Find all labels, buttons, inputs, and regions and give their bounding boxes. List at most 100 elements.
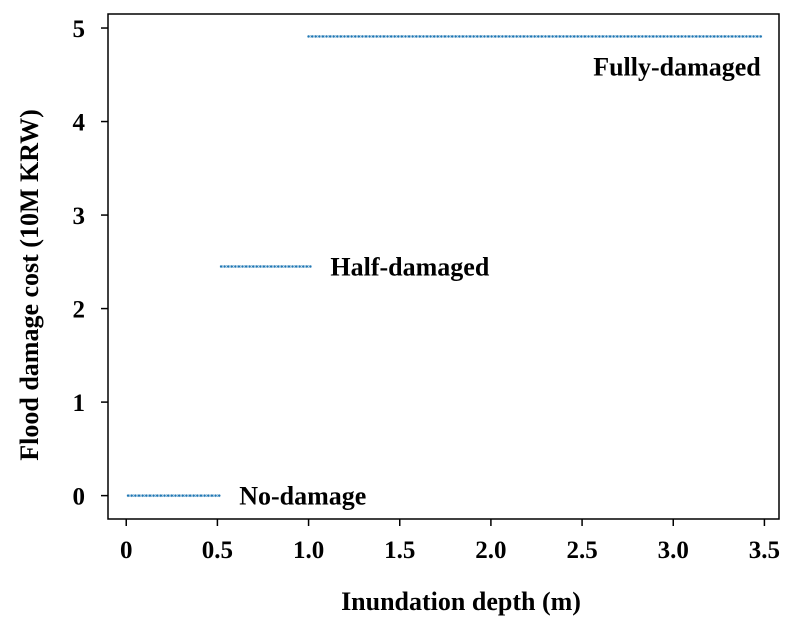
data-point <box>525 34 530 39</box>
data-point <box>436 34 440 39</box>
data-point <box>759 34 763 39</box>
data-point <box>357 34 361 39</box>
data-point <box>665 34 670 39</box>
data-point <box>726 34 731 39</box>
data-point <box>144 493 149 498</box>
data-point <box>636 34 641 39</box>
data-point <box>148 493 152 498</box>
x-tick-label: 0.5 <box>202 537 233 564</box>
data-point <box>593 34 598 39</box>
data-point <box>453 34 458 39</box>
y-tick-label: 3 <box>73 203 86 230</box>
data-point <box>504 34 508 39</box>
data-point <box>226 264 230 269</box>
data-point <box>159 493 163 498</box>
data-point <box>382 34 386 39</box>
data-point <box>346 34 350 39</box>
data-point <box>170 493 174 498</box>
data-point <box>287 264 291 269</box>
data-point <box>543 34 548 39</box>
data-point <box>137 493 141 498</box>
data-point <box>202 493 207 498</box>
data-point <box>294 264 298 269</box>
data-point <box>558 34 562 39</box>
data-point <box>565 34 569 39</box>
data-point <box>432 34 436 39</box>
data-point <box>313 34 318 39</box>
data-point <box>547 34 551 39</box>
data-point <box>310 34 314 39</box>
data-point <box>342 34 347 39</box>
data-point <box>375 34 379 39</box>
data-point <box>321 34 325 39</box>
data-point <box>240 264 245 269</box>
data-point <box>258 264 263 269</box>
data-point <box>486 34 490 39</box>
data-point <box>583 34 587 39</box>
x-tick-label: 3.5 <box>749 537 780 564</box>
data-point <box>308 264 313 269</box>
data-point <box>140 493 145 498</box>
data-point <box>629 34 634 39</box>
data-point <box>687 34 691 39</box>
x-tick-label: 2.0 <box>475 537 506 564</box>
data-point <box>748 34 752 39</box>
data-point <box>550 34 555 39</box>
series-layer <box>126 34 763 498</box>
data-point <box>414 34 418 39</box>
data-point <box>744 34 749 39</box>
data-point <box>690 34 695 39</box>
data-point <box>751 34 756 39</box>
data-point <box>457 34 462 39</box>
data-point <box>705 34 709 39</box>
data-point <box>493 34 497 39</box>
data-point <box>471 34 476 39</box>
data-point <box>723 34 727 39</box>
x-tick-label: 2.5 <box>566 537 597 564</box>
data-point <box>155 493 159 498</box>
data-point <box>199 493 203 498</box>
data-point <box>403 34 408 39</box>
data-point <box>290 264 295 269</box>
data-point <box>421 34 426 39</box>
data-point <box>353 34 357 39</box>
data-point <box>644 34 648 39</box>
data-point <box>244 264 248 269</box>
data-point <box>237 264 241 269</box>
data-point <box>640 34 645 39</box>
data-point <box>497 34 501 39</box>
data-point <box>500 34 505 39</box>
data-point <box>400 34 404 39</box>
data-point <box>680 34 684 39</box>
data-point <box>428 34 433 39</box>
data-point <box>529 34 533 39</box>
x-tick-label: 0 <box>120 537 133 564</box>
data-point <box>468 34 472 39</box>
data-point <box>339 34 343 39</box>
data-point <box>507 34 512 39</box>
data-point <box>479 34 483 39</box>
data-point <box>272 264 277 269</box>
data-point <box>324 34 329 39</box>
data-point <box>331 34 336 39</box>
data-point <box>439 34 444 39</box>
x-tick-label: 3.0 <box>658 537 689 564</box>
data-point <box>181 493 185 498</box>
data-point <box>410 34 415 39</box>
data-point <box>191 493 196 498</box>
data-point <box>482 34 487 39</box>
data-point <box>633 34 637 39</box>
plot-frame <box>107 13 780 520</box>
data-point <box>715 34 720 39</box>
y-tick-label: 4 <box>73 110 86 137</box>
data-point <box>396 34 401 39</box>
x-axis-title: Inundation depth (m) <box>341 587 581 616</box>
data-point <box>219 264 223 269</box>
data-point <box>206 493 211 498</box>
data-point <box>184 493 189 498</box>
data-point <box>262 264 266 269</box>
data-point <box>255 264 259 269</box>
data-point <box>251 264 255 269</box>
data-point <box>719 34 724 39</box>
data-point <box>554 34 558 39</box>
